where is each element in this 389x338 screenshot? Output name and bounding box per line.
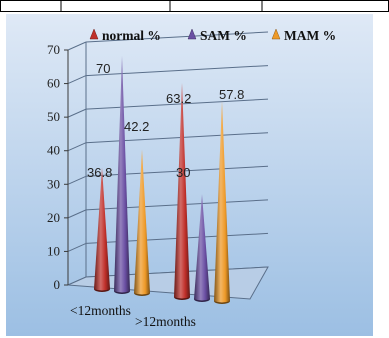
cone-sam-under12	[114, 56, 130, 293]
cone-normal-over12	[174, 82, 190, 299]
gridline	[85, 132, 269, 144]
data-label: 36.8	[87, 165, 112, 180]
gridline-depth	[67, 242, 87, 252]
y-tick-label: 40	[47, 143, 60, 158]
data-label: 30	[176, 165, 190, 180]
gridline	[85, 65, 269, 77]
y-tick-label: 70	[47, 42, 60, 57]
y-tick-label: 0	[54, 277, 61, 292]
gridline-depth	[67, 209, 87, 219]
gridline-depth	[67, 41, 87, 51]
x-category-label: <12months	[70, 303, 131, 318]
legend-item: MAM %	[271, 28, 336, 43]
legend-item: normal %	[89, 28, 161, 43]
data-label: 57.8	[219, 87, 244, 102]
legend-swatch	[271, 28, 281, 40]
legend-label: normal %	[102, 28, 161, 43]
y-tick-label: 60	[47, 76, 60, 91]
cone-mam-under12	[134, 149, 150, 295]
data-label: 70	[96, 61, 110, 76]
gridline	[85, 165, 269, 177]
cone-sam-over12	[194, 194, 210, 301]
y-tick-label: 30	[47, 176, 60, 191]
y-tick-label: 50	[47, 109, 60, 124]
legend-item: SAM %	[187, 28, 247, 43]
gridline-depth	[67, 142, 87, 152]
gridline-depth	[67, 108, 87, 118]
gridline	[85, 199, 269, 211]
data-label: 63.2	[166, 91, 191, 106]
cone-mam-over12	[214, 100, 230, 303]
legend-swatch	[89, 28, 99, 40]
y-tick-label: 20	[47, 210, 60, 225]
x-category-label: >12months	[135, 314, 196, 329]
y-tick-label: 10	[47, 243, 60, 258]
table-border-strip	[0, 0, 389, 12]
legend-swatch	[187, 28, 197, 40]
legend-label: SAM %	[200, 28, 247, 43]
data-label: 42.2	[124, 119, 149, 134]
legend-label: MAM %	[284, 28, 336, 43]
gridline-depth	[67, 175, 87, 185]
gridline	[85, 98, 269, 110]
cone-normal-under12	[94, 167, 110, 291]
gridline-depth	[67, 75, 87, 85]
gridline	[85, 31, 269, 43]
